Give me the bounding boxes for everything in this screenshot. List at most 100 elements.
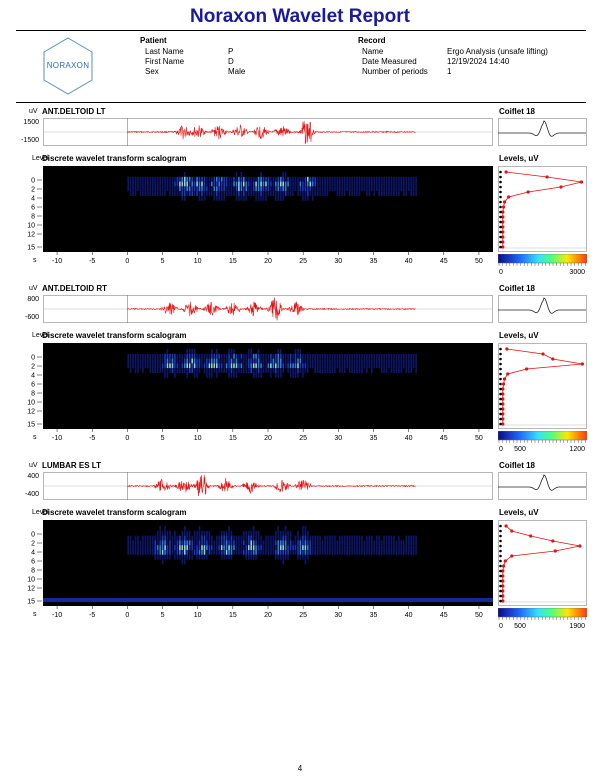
scalogram-cell [181,358,184,364]
scalogram-cell [343,363,346,369]
scalogram-cell [415,368,417,373]
level-label: Level [32,155,49,162]
scalogram-cell [302,540,304,546]
scalogram-cell [161,358,164,364]
scalogram-cell [243,358,245,364]
scalogram-cell [159,535,161,541]
scalogram-cell [245,186,248,192]
scalogram-cell [304,191,307,196]
scalogram-cell [307,554,309,560]
levels-baseline-point [499,584,502,588]
scalogram-cell [403,181,405,187]
scalogram-cell [233,176,235,182]
scalogram-cell [262,550,265,555]
scalogram-cell [166,358,169,364]
scalogram-cell [171,540,174,546]
scalogram-cell [388,535,390,541]
scalogram-cell [159,554,161,560]
scalogram-cell [403,550,405,555]
levels-profile-point [504,524,508,528]
scalogram-cell [346,186,348,192]
scalogram-cell [213,186,216,192]
levels-profile-point [525,367,529,371]
scalogram-cell [282,181,284,187]
scalogram-cell [238,368,240,373]
scalogram-cell [371,176,373,182]
scalogram-cell [211,176,213,182]
scalogram-cell [211,545,213,550]
scalogram-cell [302,530,304,536]
scalogram-cell [393,540,395,546]
scalogram-cell [282,172,284,177]
scalogram-cell [238,358,240,364]
scalogram-cell [186,176,188,182]
scalogram-cell [159,368,161,373]
scalogram-cell [174,176,176,182]
scalogram-y-tick-label: 12 [27,409,35,416]
scalogram-cell [334,186,336,192]
scalogram-cell [257,363,260,369]
patient-first-name-label: First Name [145,57,185,66]
scalogram-cell [353,535,356,541]
scalogram-cell [380,191,383,196]
scalogram-cell [277,540,280,546]
wavelet-frame [498,118,587,146]
scalogram-cell [255,554,257,560]
scalogram-cell [235,181,238,187]
scalogram-cell [233,550,235,555]
scalogram-cell [169,545,171,550]
scalogram-cell [380,181,383,187]
scalogram-cell [334,358,336,364]
levels-baseline-point [499,422,502,426]
scalogram-cell [351,550,353,555]
emg-signal-trace [127,297,416,321]
scalogram-cell [341,363,344,369]
scalogram-cell [147,550,149,555]
time-axis-tick-label: 45 [440,435,448,442]
scalogram-cell [378,176,380,182]
scalogram-cell [223,363,225,369]
scalogram-cell [390,368,393,373]
scalogram-cell [361,363,363,369]
scalogram-cell [225,540,228,546]
scalogram-cell [129,535,132,541]
scalogram-cell [147,363,149,369]
scalogram-cell [326,186,329,192]
scalogram-cell [321,176,324,182]
scalogram-cell [171,181,174,187]
scalogram-cell [262,191,265,196]
scalogram-cell [203,530,206,536]
scalogram-y-tick-label: 8 [31,214,35,221]
scalogram-cell [393,535,395,541]
scalogram-cell [361,353,363,359]
scalogram-cell [169,358,171,364]
scalogram-cell [265,368,267,373]
scalogram-cell [211,550,213,555]
scalogram-cell [294,540,297,546]
scalogram-cell [216,196,218,201]
scalogram-cell [174,353,176,359]
scalogram-cell [410,550,412,555]
scalogram-cell [280,363,282,369]
scalogram-cell [270,550,272,555]
scalogram-cell [181,181,184,187]
scalogram-cell [358,368,361,373]
scalogram-cell [238,186,240,192]
scalogram-cell [334,363,336,369]
scalogram-cell [412,535,415,541]
scalogram-cell [179,353,181,359]
levels-baseline-point [499,190,502,194]
scalogram-cell [139,353,142,359]
scalogram-y-tick-label: 2 [31,541,35,548]
colorbar-ramp [498,608,587,618]
scalogram-cell [302,550,304,555]
scalogram-cell [248,363,250,369]
scalogram-cell [363,176,366,182]
scalogram-cell [134,545,137,550]
scalogram-cell [159,353,161,359]
time-axis: s -10 -5 0 5 10 15 20 25 30 35 40 45 50 [33,606,483,619]
scalogram-cell [235,363,238,369]
scalogram-cell [198,176,201,182]
scalogram-cell [240,535,243,541]
scalogram-cell [339,186,341,192]
